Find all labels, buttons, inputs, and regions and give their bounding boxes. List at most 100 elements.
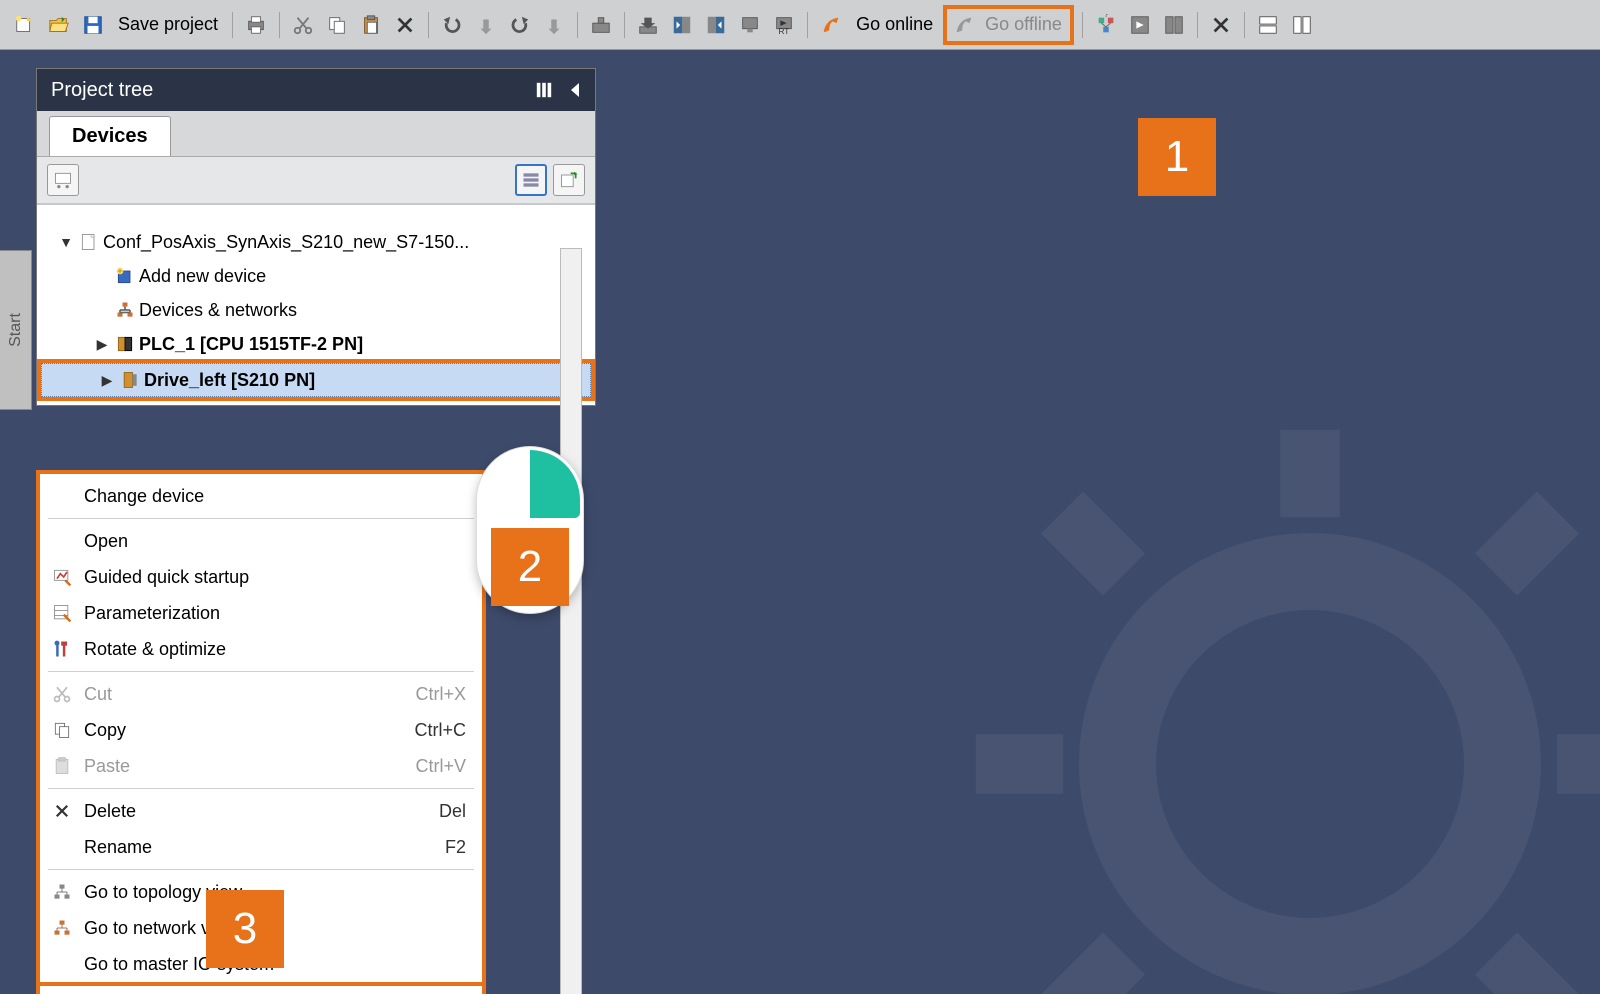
save-project-button[interactable]	[78, 10, 108, 40]
upload-button[interactable]	[701, 10, 731, 40]
tree-drive-row[interactable]: ▶ Drive_left [S210 PN]	[41, 363, 591, 397]
close-button[interactable]	[1206, 10, 1236, 40]
overview-button[interactable]	[553, 164, 585, 196]
ctx-delete[interactable]: Delete Del	[40, 793, 482, 829]
tree-project-label: Conf_PosAxis_SynAxis_S210_new_S7-150...	[103, 232, 469, 253]
expand-arrow-icon[interactable]: ▶	[98, 372, 116, 389]
project-tree-panel: Project tree Devices ▼ Conf_PosAxis_SynA…	[36, 68, 596, 406]
go-offline-button[interactable]	[949, 10, 979, 40]
plc-icon	[111, 334, 139, 354]
new-project-button[interactable]	[10, 10, 40, 40]
paste-button[interactable]	[356, 10, 386, 40]
paste-icon	[48, 756, 76, 776]
callout-3: 3	[206, 890, 284, 968]
redo-drop-button[interactable]	[539, 10, 569, 40]
ctx-label: Guided quick startup	[84, 567, 466, 588]
tools-icon	[48, 639, 76, 659]
ctx-shortcut: F2	[445, 837, 466, 858]
tree-plc-label: PLC_1 [CPU 1515TF-2 PN]	[139, 334, 363, 355]
ctx-shortcut: Ctrl+X	[415, 684, 466, 705]
split-h-button[interactable]	[1253, 10, 1283, 40]
ctx-separator	[48, 788, 474, 789]
panel-tabs: Devices	[37, 111, 595, 157]
cross-ref-button[interactable]	[1159, 10, 1189, 40]
start-side-tab[interactable]: Start	[0, 250, 32, 410]
delete-icon	[48, 802, 76, 820]
ctx-separator	[48, 869, 474, 870]
open-project-button[interactable]	[44, 10, 74, 40]
tree-add-device-label: Add new device	[139, 266, 266, 287]
sim-button[interactable]	[735, 10, 765, 40]
project-icon	[75, 232, 103, 252]
accessible-devices-button[interactable]: ?	[1091, 10, 1121, 40]
expand-arrow-icon[interactable]: ▶	[93, 336, 111, 353]
panel-title-bar: Project tree	[37, 69, 595, 111]
network-icon	[111, 300, 139, 320]
details-view-button[interactable]	[515, 164, 547, 196]
start-tab-label: Start	[7, 313, 25, 347]
ctx-guided-startup[interactable]: Guided quick startup	[40, 559, 482, 595]
ctx-label: Open	[84, 531, 466, 552]
undo-drop-button[interactable]	[471, 10, 501, 40]
ctx-label: Paste	[84, 756, 407, 777]
download-rt-button[interactable]	[667, 10, 697, 40]
startup-icon	[48, 567, 76, 587]
panel-title: Project tree	[51, 79, 153, 102]
start-rt-button[interactable]: RT	[769, 10, 799, 40]
go-online-button[interactable]	[816, 10, 846, 40]
ctx-shortcut: Ctrl+V	[415, 756, 466, 777]
ctx-open[interactable]: Open	[40, 523, 482, 559]
redo-button[interactable]	[505, 10, 535, 40]
cut-icon	[48, 684, 76, 704]
tree-scrollbar[interactable]	[560, 248, 582, 994]
tree-devices-networks-label: Devices & networks	[139, 300, 297, 321]
toolbar-separator	[577, 12, 578, 38]
ctx-paste: Paste Ctrl+V	[40, 748, 482, 784]
toolbar-separator	[807, 12, 808, 38]
ctx-label: Cut	[84, 684, 407, 705]
toolbar-separator	[232, 12, 233, 38]
undo-button[interactable]	[437, 10, 467, 40]
cut-button[interactable]	[288, 10, 318, 40]
copy-button[interactable]	[322, 10, 352, 40]
devices-tab[interactable]: Devices	[49, 116, 171, 156]
main-toolbar: Save project RT Go online Go offline ?	[0, 0, 1600, 50]
tree-devices-networks-row[interactable]: Devices & networks	[37, 293, 595, 327]
param-icon	[48, 603, 76, 623]
collapse-icon[interactable]	[567, 81, 581, 99]
columns-icon[interactable]	[535, 81, 553, 99]
gear-watermark	[960, 414, 1600, 994]
toolbar-separator	[1244, 12, 1245, 38]
ctx-upload-from-device[interactable]: Upload from device (software)	[40, 986, 482, 994]
ctx-change-device[interactable]: Change device	[40, 478, 482, 514]
add-device-icon	[111, 266, 139, 286]
download-button[interactable]	[633, 10, 663, 40]
go-offline-label: Go offline	[979, 14, 1068, 35]
go-offline-highlight: Go offline	[943, 5, 1074, 45]
toolbar-separator	[279, 12, 280, 38]
compile-button[interactable]	[586, 10, 616, 40]
ctx-rename[interactable]: Rename F2	[40, 829, 482, 865]
save-project-label: Save project	[112, 14, 224, 35]
split-v-button[interactable]	[1287, 10, 1317, 40]
tree-project-row[interactable]: ▼ Conf_PosAxis_SynAxis_S210_new_S7-150..…	[37, 225, 595, 259]
ctx-rotate-optimize[interactable]: Rotate & optimize	[40, 631, 482, 667]
expand-arrow-icon[interactable]: ▼	[57, 234, 75, 250]
ctx-shortcut: Ctrl+C	[414, 720, 466, 741]
toolbar-separator	[624, 12, 625, 38]
ctx-label: Copy	[84, 720, 406, 741]
tree-drive-highlight: ▶ Drive_left [S210 PN]	[37, 359, 595, 401]
network-view-button[interactable]	[47, 164, 79, 196]
toolbar-separator	[1082, 12, 1083, 38]
ctx-parameterization[interactable]: Parameterization	[40, 595, 482, 631]
ctx-copy[interactable]: Copy Ctrl+C	[40, 712, 482, 748]
ctx-separator	[48, 518, 474, 519]
tree-drive-label: Drive_left [S210 PN]	[144, 370, 315, 391]
tree-add-device-row[interactable]: Add new device	[37, 259, 595, 293]
ctx-label: Delete	[84, 801, 431, 822]
print-button[interactable]	[241, 10, 271, 40]
tree-plc-row[interactable]: ▶ PLC_1 [CPU 1515TF-2 PN]	[37, 327, 595, 361]
search-button[interactable]	[1125, 10, 1155, 40]
callout-1: 1	[1138, 118, 1216, 196]
delete-button[interactable]	[390, 10, 420, 40]
